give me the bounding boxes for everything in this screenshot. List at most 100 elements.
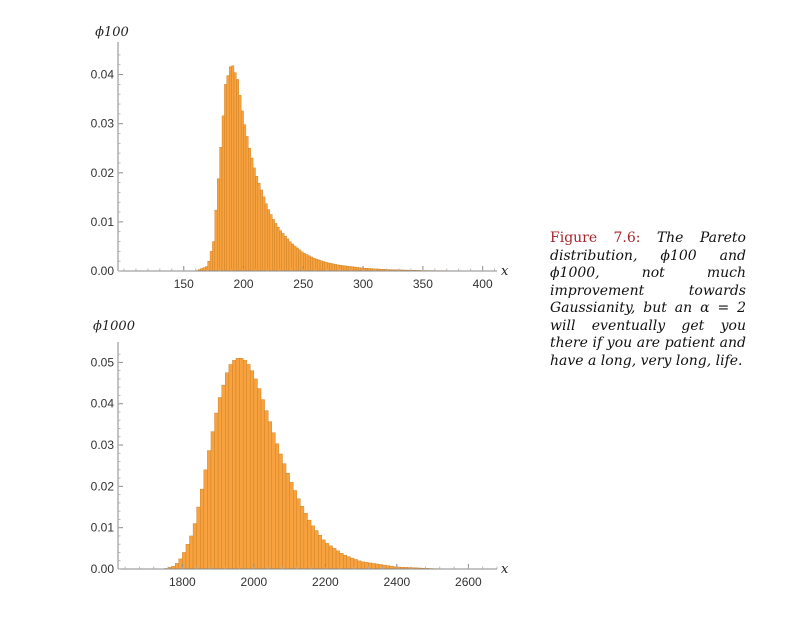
bar <box>221 384 226 570</box>
bar <box>355 267 359 272</box>
bar <box>239 358 244 570</box>
y-tick-label: 0.04 <box>91 68 115 82</box>
bar <box>318 534 323 570</box>
bar <box>196 506 201 570</box>
bar <box>264 410 269 570</box>
bar <box>339 553 344 570</box>
bar <box>203 469 208 570</box>
bar <box>210 431 215 570</box>
bar <box>382 564 387 570</box>
y-tick-label: 0.02 <box>91 479 115 493</box>
bar <box>253 378 258 570</box>
y-tick-label: 0.00 <box>91 562 115 576</box>
bar <box>378 564 383 570</box>
bar <box>283 235 287 272</box>
bar <box>346 556 351 570</box>
bar <box>257 388 262 570</box>
bar <box>214 412 219 570</box>
bar <box>242 360 247 570</box>
bar <box>225 372 230 570</box>
bar <box>175 563 179 570</box>
x-axis-label: x <box>501 264 509 279</box>
figure-label: Figure 7.6: <box>550 230 641 246</box>
bar <box>319 260 323 272</box>
x-tick-label: 2400 <box>384 575 411 589</box>
bar <box>335 550 340 570</box>
bar <box>240 110 244 272</box>
bar <box>317 259 321 272</box>
bar <box>233 72 237 272</box>
bar <box>343 555 348 570</box>
x-tick-label: 400 <box>473 277 493 291</box>
y-tick-label: 0.01 <box>91 215 115 229</box>
bar <box>238 94 242 272</box>
bar <box>358 267 361 272</box>
bar <box>214 209 218 272</box>
bar <box>255 176 259 272</box>
bar <box>231 65 235 272</box>
bar <box>331 263 335 272</box>
y-tick-label: 0.04 <box>91 397 115 411</box>
bar <box>224 84 228 272</box>
bar <box>295 247 299 272</box>
bar <box>360 561 365 570</box>
bar <box>281 233 285 272</box>
bar <box>328 545 333 570</box>
bar <box>341 265 345 272</box>
y-tick-label: 0.03 <box>91 117 115 131</box>
bar <box>217 178 220 272</box>
bar <box>343 265 347 272</box>
bar <box>371 563 376 570</box>
bar <box>248 148 251 272</box>
x-tick-label: 300 <box>353 277 373 291</box>
bar <box>285 473 290 570</box>
bar <box>217 397 222 570</box>
bar <box>289 482 294 570</box>
bar <box>219 147 223 272</box>
y-tick-label: 0.03 <box>91 438 115 452</box>
bar <box>291 243 294 272</box>
bar <box>267 209 271 272</box>
bar <box>307 255 311 272</box>
bar <box>322 261 326 272</box>
bar <box>243 124 247 272</box>
figure-caption: Figure 7.6: The Pareto distribution, ϕ10… <box>550 230 746 370</box>
bar <box>228 66 232 272</box>
bar <box>286 238 290 272</box>
caption-text: The Pareto distribution, ϕ100 and ϕ1000,… <box>550 230 746 369</box>
bar <box>357 560 362 570</box>
bar <box>282 463 287 570</box>
bar <box>235 358 240 570</box>
bar <box>267 421 272 570</box>
bar <box>275 443 280 570</box>
bar <box>329 263 333 272</box>
bars <box>164 358 469 570</box>
bar <box>272 219 275 272</box>
bar <box>321 539 326 570</box>
bar <box>278 453 283 570</box>
bar <box>300 506 305 570</box>
bar <box>178 558 183 570</box>
bar <box>202 267 206 272</box>
bar <box>252 167 256 272</box>
bar <box>260 189 263 272</box>
y-axis-label: ϕ1000 <box>93 319 135 334</box>
bar <box>350 557 355 570</box>
bar <box>262 196 266 272</box>
bar <box>192 523 197 570</box>
x-tick-label: 350 <box>413 277 433 291</box>
bar <box>353 266 357 272</box>
histogram-phi1000: 0.00 0.01 0.02 0.03 0.04 0.05 1800 2000 2200 2400… <box>91 319 509 589</box>
bar <box>209 251 213 272</box>
bar <box>310 525 315 570</box>
bar <box>305 254 309 272</box>
bar <box>207 450 212 570</box>
bar <box>346 265 349 272</box>
bar <box>353 559 358 570</box>
histogram-phi100: 0.00 0.01 0.02 0.03 0.04 150 200 250 300 350 400 ϕ1… <box>91 25 509 291</box>
x-tick-label: 200 <box>234 277 254 291</box>
bars <box>195 65 495 272</box>
bar <box>232 360 237 570</box>
x-tick-label: 2000 <box>241 575 268 589</box>
bar <box>271 432 276 570</box>
